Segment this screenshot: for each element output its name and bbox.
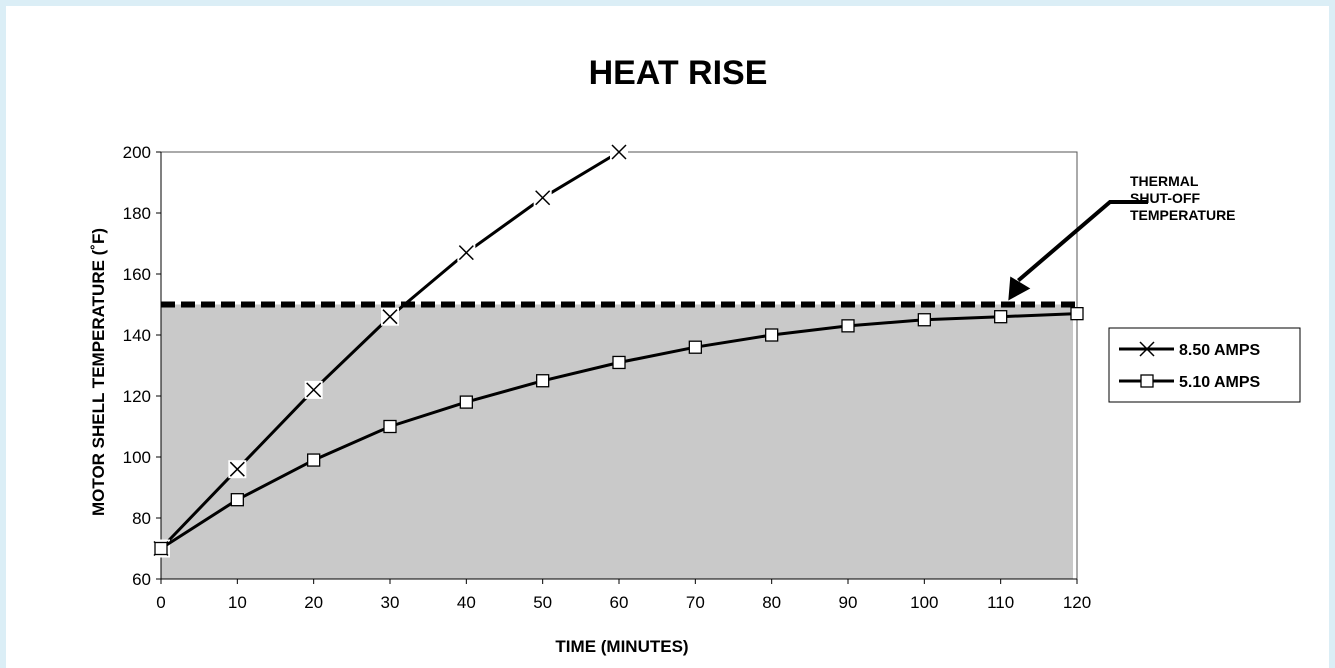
heat-rise-chart: HEAT RISE 60 80 100 120 140 160 180 200 0 10 20 30 4…: [89, 54, 1301, 656]
data-point-x: [306, 382, 322, 398]
data-point-x: [535, 190, 551, 206]
x-tick-label: 70: [686, 593, 705, 612]
data-point-square: [154, 541, 168, 556]
legend-square-marker-icon: [1140, 374, 1154, 388]
legend-item-8-50-amps: 8.50 AMPS: [1119, 341, 1261, 359]
data-point-square: [383, 419, 397, 434]
x-tick-label: 80: [762, 593, 781, 612]
chart-title: HEAT RISE: [589, 54, 768, 92]
y-tick-label: 100: [123, 448, 151, 467]
data-point-square: [841, 319, 855, 333]
x-tick-label: 120: [1063, 593, 1091, 612]
y-axis-title: MOTOR SHELL TEMPERATURE (˚F): [89, 228, 108, 516]
x-tick-label: 40: [457, 593, 476, 612]
x-tick-label: 60: [610, 593, 629, 612]
x-tick-label: 90: [839, 593, 858, 612]
data-point-square: [994, 310, 1008, 324]
x-tick-label: 100: [910, 593, 938, 612]
data-point-square: [765, 328, 779, 342]
y-tick-label: 180: [123, 204, 151, 223]
threshold-annotation: THERMAL SHUT-OFF TEMPERATURE: [1130, 173, 1236, 223]
data-point-square: [536, 374, 550, 388]
x-tick-label: 10: [228, 593, 247, 612]
below-threshold-shade: [161, 304, 1073, 579]
legend-box: [1108, 327, 1301, 403]
y-tick-label: 200: [123, 143, 151, 162]
data-point-square: [307, 453, 321, 467]
y-tick-label: 60: [132, 570, 151, 589]
data-point-x: [458, 245, 474, 261]
x-tick-label: 50: [533, 593, 552, 612]
y-tick-label: 120: [123, 387, 151, 406]
x-tick-label: 110: [987, 593, 1014, 612]
y-tick-label: 80: [132, 509, 151, 528]
x-tick-label: 20: [304, 593, 323, 612]
data-point-square: [612, 355, 626, 370]
x-tick-label: 30: [381, 593, 400, 612]
data-point-square: [230, 493, 244, 507]
y-tick-label: 160: [123, 265, 151, 284]
threshold-arrow-shaft: [1016, 200, 1148, 283]
threshold-label-line-1: THERMAL: [1130, 173, 1199, 189]
threshold-label-line-3: TEMPERATURE: [1130, 207, 1236, 223]
data-point-square: [1070, 306, 1084, 321]
x-axis-title: TIME (MINUTES): [555, 637, 688, 656]
legend-x-marker-icon: [1139, 341, 1155, 357]
legend-label-5-10-amps: 5.10 AMPS: [1179, 374, 1261, 391]
data-point-x: [611, 144, 627, 160]
threshold-label-line-2: SHUT-OFF: [1130, 190, 1200, 206]
y-tick-label: 140: [123, 326, 151, 345]
legend: 8.50 AMPS 5.10 AMPS: [1108, 327, 1301, 403]
data-point-square: [459, 395, 473, 409]
data-point-square: [688, 340, 702, 354]
chart-frame: HEAT RISE 60 80 100 120 140 160 180 200 0 10 20 30 4…: [6, 6, 1329, 668]
legend-label-8-50-amps: 8.50 AMPS: [1179, 342, 1261, 359]
legend-item-5-10-amps: 5.10 AMPS: [1119, 374, 1261, 391]
data-point-x: [382, 309, 398, 325]
data-point-square: [917, 313, 931, 327]
threshold-arrow-head: [1008, 276, 1031, 301]
x-tick-label: 0: [156, 593, 165, 612]
plot-area: 60 80 100 120 140 160 180 200 0 10 20 30 40 50 60 70 80 9…: [123, 143, 1148, 612]
data-point-x: [229, 461, 245, 477]
